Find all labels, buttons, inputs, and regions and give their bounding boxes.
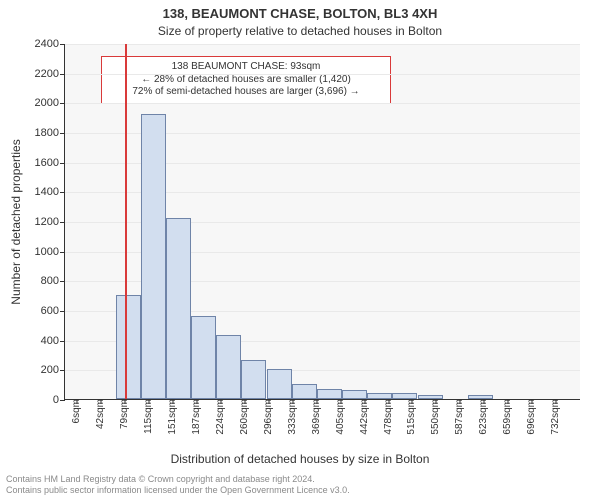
x-tick-label: 550sqm xyxy=(430,399,441,435)
histogram-bar xyxy=(116,295,141,399)
gridline xyxy=(65,74,580,75)
x-tick-label: 333sqm xyxy=(287,399,298,435)
footer-attribution: Contains HM Land Registry data © Crown c… xyxy=(0,470,356,500)
x-tick-label: 696sqm xyxy=(526,399,537,435)
y-tick-label: 200 xyxy=(41,364,65,376)
histogram-bar xyxy=(292,384,317,399)
y-tick-label: 1200 xyxy=(35,216,65,228)
histogram-bar xyxy=(342,390,367,399)
x-tick-label: 369sqm xyxy=(311,399,322,435)
x-tick-label: 42sqm xyxy=(95,399,106,429)
annotation-line: ← 28% of detached houses are smaller (1,… xyxy=(108,74,384,87)
y-tick-label: 1400 xyxy=(35,186,65,198)
page-title: 138, BEAUMONT CHASE, BOLTON, BL3 4XH xyxy=(0,6,600,21)
annotation-line: 138 BEAUMONT CHASE: 93sqm xyxy=(108,61,384,74)
x-tick-label: 260sqm xyxy=(239,399,250,435)
footer-line: Contains HM Land Registry data © Crown c… xyxy=(6,474,350,485)
annotation-box: 138 BEAUMONT CHASE: 93sqm← 28% of detach… xyxy=(101,56,391,104)
y-axis-label: Number of detached properties xyxy=(9,139,23,304)
gridline xyxy=(65,103,580,104)
histogram-bar xyxy=(141,114,166,399)
y-tick-label: 0 xyxy=(53,394,65,406)
y-tick-label: 1600 xyxy=(35,157,65,169)
x-tick-label: 296sqm xyxy=(263,399,274,435)
histogram-bar xyxy=(267,369,292,399)
marker-line xyxy=(125,44,127,399)
histogram-bar xyxy=(166,218,191,399)
y-tick-label: 2000 xyxy=(35,97,65,109)
chart-container: { "title": { "text": "138, BEAUMONT CHAS… xyxy=(0,0,600,500)
histogram-bar xyxy=(241,360,266,399)
gridline xyxy=(65,44,580,45)
x-tick-label: 587sqm xyxy=(454,399,465,435)
x-tick-label: 405sqm xyxy=(335,399,346,435)
x-tick-label: 151sqm xyxy=(167,399,178,435)
histogram-bar xyxy=(216,335,241,399)
x-tick-label: 515sqm xyxy=(406,399,417,435)
histogram-bar xyxy=(317,389,342,399)
x-tick-label: 623sqm xyxy=(478,399,489,435)
x-tick-label: 79sqm xyxy=(119,399,130,429)
x-tick-label: 6sqm xyxy=(71,399,82,423)
histogram-bar xyxy=(191,316,216,399)
footer-line: Contains public sector information licen… xyxy=(6,485,350,496)
x-tick-label: 187sqm xyxy=(191,399,202,435)
y-tick-label: 600 xyxy=(41,305,65,317)
annotation-line: 72% of semi-detached houses are larger (… xyxy=(108,86,384,99)
y-tick-label: 800 xyxy=(41,275,65,287)
x-axis-label: Distribution of detached houses by size … xyxy=(0,452,600,466)
x-tick-label: 732sqm xyxy=(550,399,561,435)
y-tick-label: 2400 xyxy=(35,38,65,50)
x-tick-label: 115sqm xyxy=(143,399,154,434)
plot-area: 138 BEAUMONT CHASE: 93sqm← 28% of detach… xyxy=(64,44,580,400)
x-tick-label: 224sqm xyxy=(215,399,226,435)
chart-subtitle: Size of property relative to detached ho… xyxy=(0,24,600,38)
x-tick-label: 659sqm xyxy=(502,399,513,435)
x-tick-label: 478sqm xyxy=(383,399,394,435)
y-tick-label: 400 xyxy=(41,335,65,347)
y-tick-label: 1000 xyxy=(35,246,65,258)
y-tick-label: 1800 xyxy=(35,127,65,139)
x-tick-label: 442sqm xyxy=(359,399,370,435)
y-tick-label: 2200 xyxy=(35,68,65,80)
